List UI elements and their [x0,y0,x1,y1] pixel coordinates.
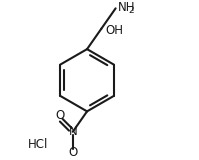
Text: NH: NH [118,1,136,14]
Text: 2: 2 [129,6,134,15]
Text: O: O [55,109,64,122]
Text: HCl: HCl [28,138,48,151]
Text: OH: OH [105,24,123,37]
Text: O: O [68,146,77,159]
Text: N: N [68,125,77,138]
